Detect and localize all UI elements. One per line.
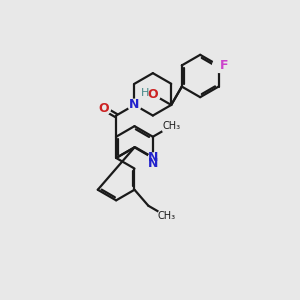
Text: CH₃: CH₃	[158, 212, 176, 221]
Text: F: F	[220, 59, 228, 72]
Text: N: N	[148, 152, 158, 164]
Text: N: N	[148, 157, 158, 170]
Text: O: O	[148, 88, 158, 101]
Text: N: N	[129, 98, 140, 111]
Text: O: O	[98, 102, 109, 115]
Text: H: H	[141, 88, 150, 98]
Text: CH₃: CH₃	[162, 121, 180, 131]
